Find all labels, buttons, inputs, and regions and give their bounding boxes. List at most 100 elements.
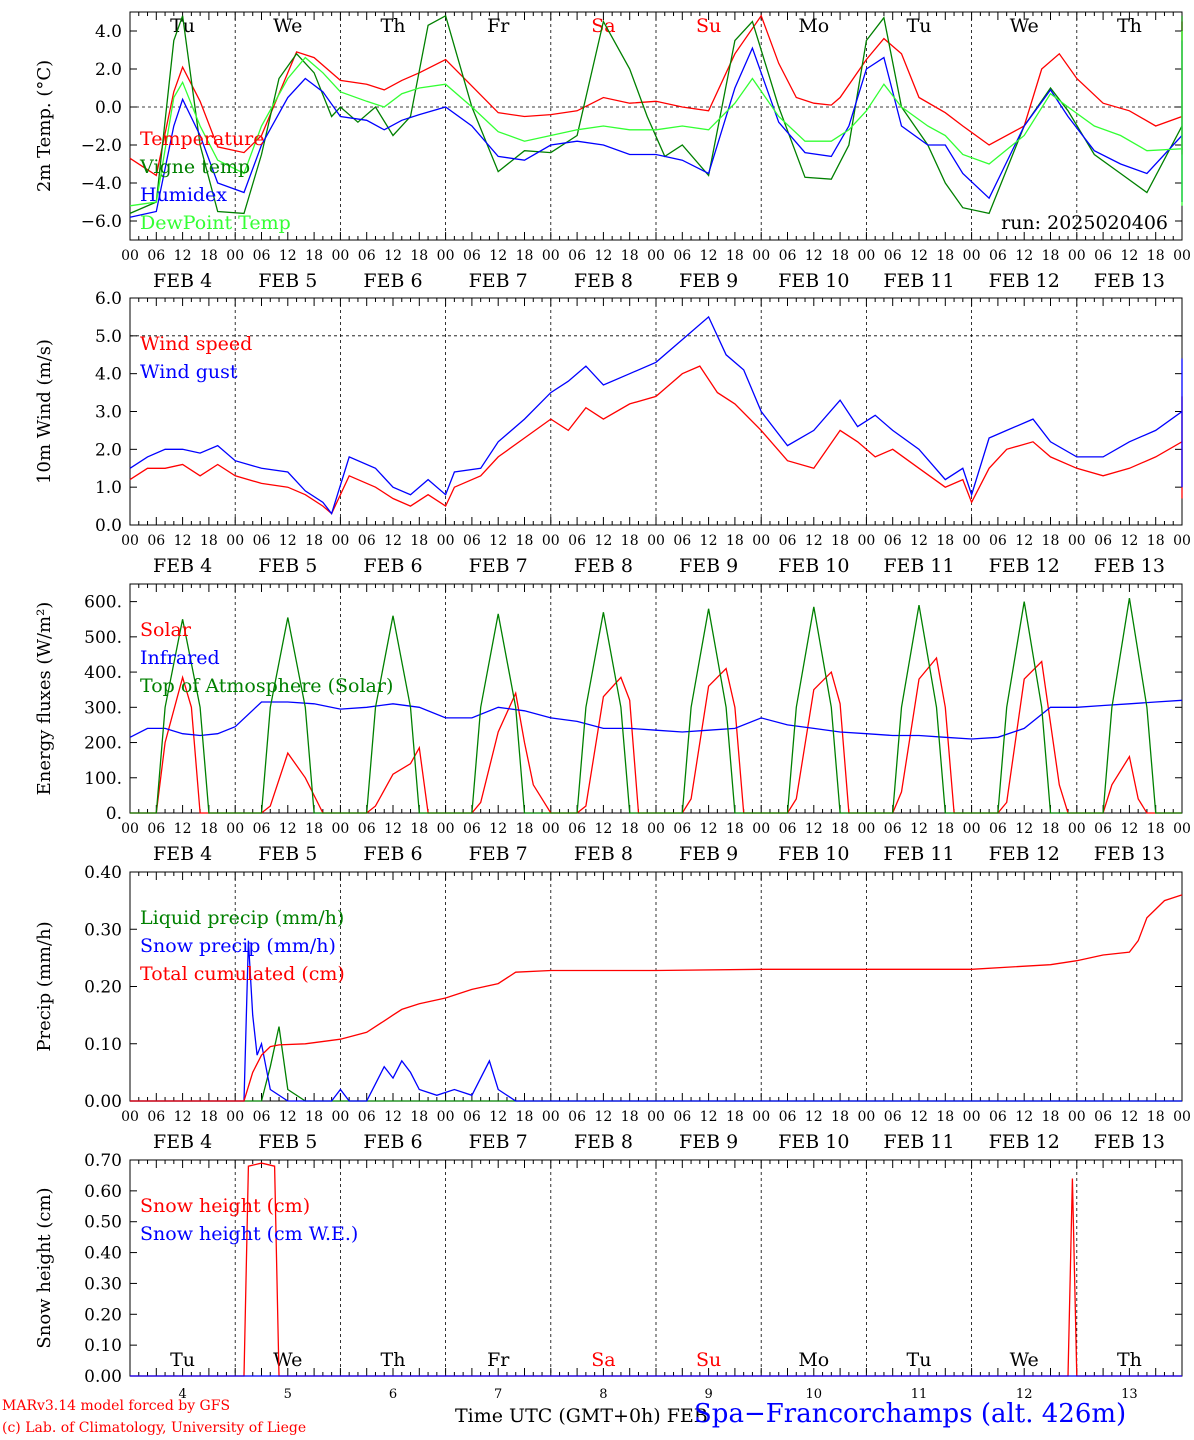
hour-tick-label: 12 bbox=[174, 821, 192, 837]
y-axis-title: 2m Temp. (°C) bbox=[34, 60, 55, 192]
date-label: FEB 4 bbox=[153, 555, 212, 577]
date-label: FEB 7 bbox=[469, 1131, 528, 1153]
weekday-label: Tu bbox=[907, 15, 932, 37]
hour-tick-label: 00 bbox=[121, 821, 139, 837]
hour-tick-label: 18 bbox=[516, 1109, 534, 1125]
hour-tick-label: 18 bbox=[410, 533, 428, 549]
hour-tick-label: 00 bbox=[542, 1109, 560, 1125]
date-label: FEB 12 bbox=[989, 843, 1060, 865]
hour-tick-label: 12 bbox=[279, 1109, 297, 1125]
hour-tick-label: 06 bbox=[779, 248, 797, 264]
x-axis-title: Time UTC (GMT+0h) FEB bbox=[455, 1405, 708, 1427]
y-tick-label: −2.0 bbox=[81, 136, 122, 156]
hour-tick-label: 00 bbox=[752, 533, 770, 549]
date-label: FEB 5 bbox=[258, 843, 317, 865]
hour-tick-label: 00 bbox=[963, 1109, 981, 1125]
day-number-label: 6 bbox=[389, 1387, 397, 1402]
y-tick-label: 5.0 bbox=[95, 327, 122, 347]
y-tick-label: 0.20 bbox=[84, 1305, 122, 1325]
series-line-dewpoint-temp bbox=[129, 31, 1183, 207]
hour-tick-label: 06 bbox=[463, 1109, 481, 1125]
hour-tick-label: 00 bbox=[963, 821, 981, 837]
hour-tick-label: 06 bbox=[358, 533, 376, 549]
y-tick-label: 600. bbox=[84, 593, 122, 613]
hour-tick-label: 12 bbox=[489, 248, 507, 264]
date-label: FEB 12 bbox=[989, 555, 1060, 577]
hour-tick-label: 18 bbox=[516, 248, 534, 264]
hour-tick-label: 06 bbox=[358, 1109, 376, 1125]
hour-tick-label: 06 bbox=[568, 821, 586, 837]
hour-tick-label: 18 bbox=[726, 533, 744, 549]
hour-tick-label: 12 bbox=[489, 533, 507, 549]
hour-tick-label: 18 bbox=[410, 821, 428, 837]
date-label: FEB 8 bbox=[574, 843, 633, 865]
hour-tick-label: 00 bbox=[752, 1109, 770, 1125]
hour-tick-label: 12 bbox=[1015, 533, 1033, 549]
hour-tick-label: 18 bbox=[1147, 821, 1165, 837]
legend-entry: DewPoint Temp bbox=[140, 212, 291, 234]
y-tick-label: 0.0 bbox=[95, 516, 122, 536]
hour-tick-label: 12 bbox=[910, 533, 928, 549]
hour-tick-label: 12 bbox=[174, 1109, 192, 1125]
date-label: FEB 12 bbox=[989, 1131, 1060, 1153]
y-tick-label: 300. bbox=[84, 698, 122, 718]
day-number-label: 10 bbox=[806, 1387, 823, 1402]
date-label: FEB 5 bbox=[258, 555, 317, 577]
y-tick-label: 0.20 bbox=[84, 978, 122, 998]
hour-tick-label: 18 bbox=[305, 1109, 323, 1125]
weekday-label: Fr bbox=[487, 1349, 510, 1371]
weekday-label: We bbox=[1010, 1349, 1039, 1371]
hour-tick-label: 06 bbox=[989, 821, 1007, 837]
hour-tick-label: 00 bbox=[121, 1109, 139, 1125]
lab-credit: (c) Lab. of Climatology, University of L… bbox=[2, 1420, 307, 1436]
y-axis-title: Snow height (cm) bbox=[34, 1187, 55, 1348]
hour-tick-label: 00 bbox=[226, 248, 244, 264]
legend-entry: Top of Atmosphere (Solar) bbox=[140, 675, 393, 697]
y-tick-label: 0. bbox=[106, 804, 122, 824]
hour-tick-label: 06 bbox=[673, 533, 691, 549]
hour-tick-label: 12 bbox=[1120, 821, 1138, 837]
hour-tick-label: 18 bbox=[831, 533, 849, 549]
hour-tick-label: 18 bbox=[726, 821, 744, 837]
date-label: FEB 10 bbox=[778, 843, 849, 865]
series-line-snow-precip-mm-h- bbox=[130, 940, 1182, 1102]
station-name: Spa−Francorchamps (alt. 426m) bbox=[694, 1399, 1127, 1429]
y-axis-title: 10m Wind (m/s) bbox=[34, 339, 55, 484]
hour-tick-label: 00 bbox=[752, 821, 770, 837]
hour-tick-label: 18 bbox=[305, 821, 323, 837]
hour-tick-label: 00 bbox=[857, 533, 875, 549]
date-label: FEB 11 bbox=[883, 270, 954, 292]
hour-tick-label: 00 bbox=[331, 248, 349, 264]
hour-tick-label: 12 bbox=[594, 821, 612, 837]
hour-tick-label: 00 bbox=[331, 821, 349, 837]
hour-tick-label: 12 bbox=[594, 248, 612, 264]
date-label: FEB 6 bbox=[363, 555, 422, 577]
hour-tick-label: 18 bbox=[1042, 533, 1060, 549]
hour-tick-label: 18 bbox=[936, 533, 954, 549]
day-number-label: 11 bbox=[911, 1387, 928, 1402]
hour-tick-label: 18 bbox=[200, 533, 218, 549]
date-label: FEB 6 bbox=[363, 843, 422, 865]
day-number-label: 12 bbox=[1016, 1387, 1033, 1402]
weekday-label: Tu bbox=[170, 1349, 195, 1371]
date-label: FEB 4 bbox=[153, 1131, 212, 1153]
legend-entry: Solar bbox=[140, 619, 192, 641]
date-label: FEB 13 bbox=[1094, 555, 1165, 577]
hour-tick-label: 00 bbox=[331, 533, 349, 549]
y-tick-label: 0.40 bbox=[84, 1244, 122, 1264]
hour-tick-label: 00 bbox=[1173, 533, 1191, 549]
hour-tick-label: 00 bbox=[226, 533, 244, 549]
weekday-label: We bbox=[273, 15, 302, 37]
hour-tick-label: 12 bbox=[805, 821, 823, 837]
hour-tick-label: 06 bbox=[673, 1109, 691, 1125]
hour-tick-label: 06 bbox=[1094, 248, 1112, 264]
hour-tick-label: 18 bbox=[726, 248, 744, 264]
hour-tick-label: 00 bbox=[857, 821, 875, 837]
weekday-label: Th bbox=[381, 1349, 406, 1371]
hour-tick-label: 12 bbox=[1120, 1109, 1138, 1125]
series-line-wind-gust bbox=[129, 315, 1183, 515]
hour-tick-label: 00 bbox=[1068, 821, 1086, 837]
hour-tick-label: 00 bbox=[857, 1109, 875, 1125]
date-label: FEB 5 bbox=[258, 270, 317, 292]
weekday-label: We bbox=[273, 1349, 302, 1371]
